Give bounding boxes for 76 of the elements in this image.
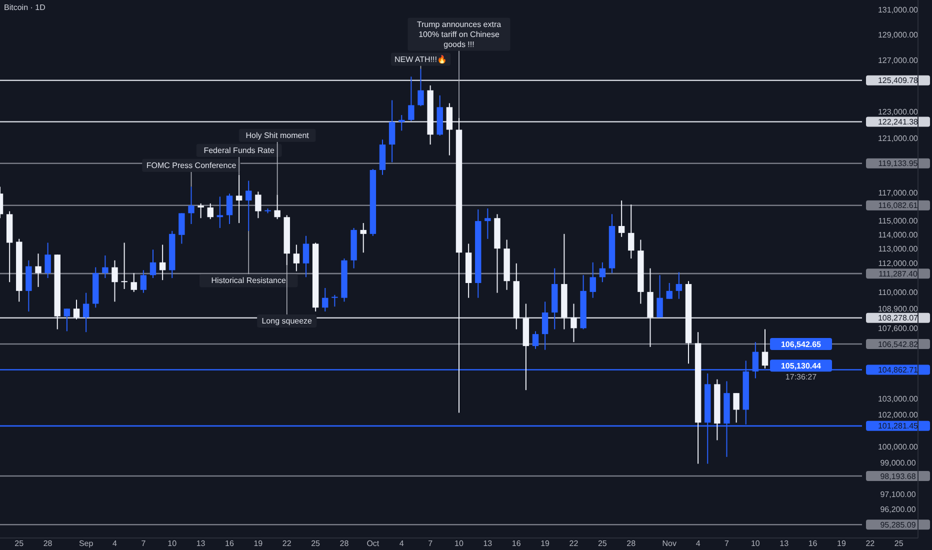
x-tick-label: 19 [540,539,550,548]
y-tick-label: 121,000.00 [878,134,919,144]
annotation: 106,542.65 [780,340,822,349]
x-tick-label: 16 [512,539,522,548]
y-tick-label: 112,000.00 [878,259,918,268]
x-tick-label: 13 [483,539,493,548]
annotation: Historical Resistance [211,276,287,286]
x-tick-label: 13 [780,539,790,548]
y-tick-label: 127,000.00 [878,56,919,65]
y-tick-label: 107,600.00 [878,324,919,333]
ref-line-label: 125,409.78 [878,76,919,86]
y-tick-label: 102,000.00 [878,410,919,420]
ref-line-label: 122,241.38 [878,118,919,127]
annotation: Federal Funds Rate [204,146,275,155]
x-tick-label: 25 [598,539,608,548]
x-tick-label: 22 [569,539,579,548]
x-tick-label: Nov [662,539,676,548]
x-tick-label: 13 [196,539,206,548]
ref-line-label: 98,193.68 [880,472,916,481]
y-tick-label: 103,000.00 [878,394,919,404]
annotation: FOMC Press Conference [146,160,237,170]
x-tick-label: 10 [454,539,464,548]
x-tick-label: 10 [168,539,178,548]
y-tick-label: 99,000.00 [880,458,916,468]
x-tick-label: 28 [340,539,350,548]
y-tick-label: 108,900.00 [878,304,919,314]
x-tick-label: 25 [894,539,904,548]
price-label: 111,287.40 [866,268,930,279]
ref-line-label: 104,862.71 [878,366,919,375]
y-tick-label: 96,200.00 [880,504,916,514]
price-label: 106,542.82 [866,339,930,350]
y-tick-label: 123,000.00 [878,108,919,117]
x-tick-label: 7 [724,539,730,548]
x-tick-label: 4 [399,539,404,548]
x-tick-label: 7 [141,539,146,548]
annotation: Trump announces extra 100% tariff on Chinese goods !!! [416,20,502,49]
x-tick-label: 4 [696,539,701,548]
x-tick-label: 19 [837,539,846,548]
price-label: 104,862.71 [866,364,930,375]
annotation: Holy Shit moment [246,130,310,140]
ref-line-label: 106,542.82 [878,340,919,349]
annotation: Long squeeze [262,316,313,326]
x-tick-label: 28 [43,539,53,548]
y-tick-label: 110,000.00 [878,288,918,298]
ref-line-label: 108,278.07 [878,314,919,323]
annotation: 105,130.44 [780,361,822,370]
x-tick-label: 10 [750,539,760,548]
chart-title: Bitcoin · 1D [4,3,46,12]
y-tick-label: 129,000.00 [878,30,919,40]
x-tick-label: Oct [366,539,380,548]
y-tick-label: 115,000.00 [878,216,918,226]
x-tick-label: 19 [254,539,264,548]
ref-line-label: 111,287.40 [878,269,918,278]
x-tick-label: 16 [808,539,818,548]
ref-line-label: 101,281.45 [878,422,919,431]
y-tick-label: 97,100.00 [880,490,916,499]
x-tick-label: 22 [866,539,876,548]
y-tick-label: 114,000.00 [878,230,918,240]
x-tick-label: 7 [428,539,434,548]
ref-line-label: 119,133.95 [878,159,918,168]
x-tick-label: 22 [282,539,292,548]
x-tick-label: 28 [626,539,636,548]
ref-line-label: 95,285.09 [880,520,916,530]
x-tick-label: 16 [225,539,234,548]
price-label: 95,285.09 [866,520,930,530]
y-tick-label: 131,000.00 [878,6,919,15]
x-tick-label: 25 [311,539,321,548]
y-tick-label: 100,000.00 [878,442,919,452]
x-tick-label: 4 [112,539,118,548]
ref-line-label: 116,082.61 [878,201,918,210]
x-tick-label: Sep [78,539,94,548]
y-tick-label: 117,000.00 [878,188,918,198]
y-tick-label: 113,000.00 [878,244,918,254]
annotation: NEW ATH!!!🔥 [394,54,448,64]
x-tick-label: 25 [14,539,24,548]
annotation: 17:36:27 [785,372,818,382]
